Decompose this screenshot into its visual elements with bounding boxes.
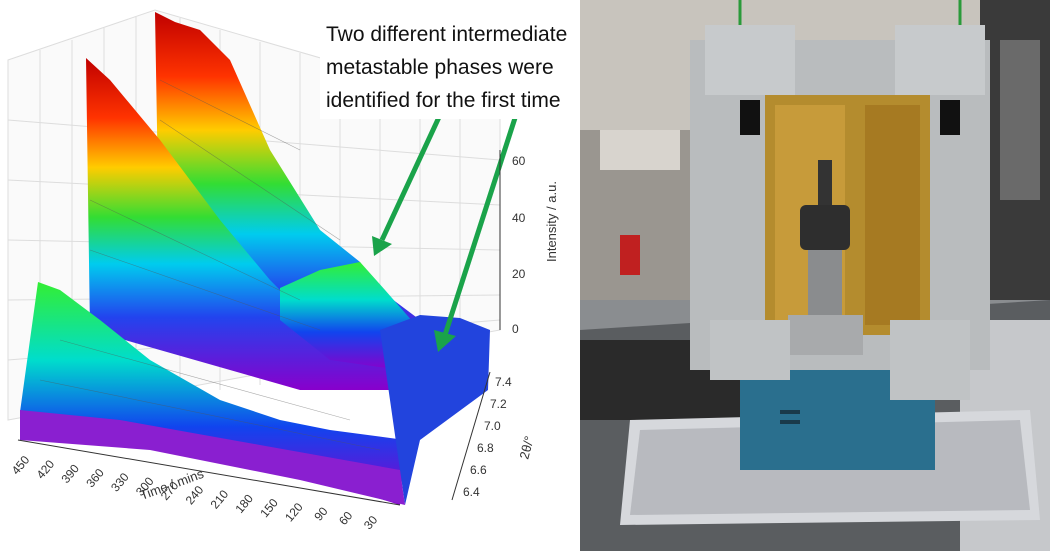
z-axis: 60 40 20 0 Intensity / a.u.: [499, 150, 559, 336]
caption-line: identified for the first time: [326, 89, 561, 112]
photo-svg: [580, 0, 1050, 551]
surface: [20, 12, 490, 505]
x-tick: 420: [34, 457, 58, 482]
y-axis-label: 2θ/°: [516, 434, 537, 460]
y-axis: 7.4 7.2 7.0 6.8 6.6 6.4 2θ/°: [451, 371, 537, 501]
y-tick: 7.0: [484, 419, 501, 433]
x-tick: 330: [108, 470, 132, 495]
x-tick: 60: [336, 508, 356, 527]
annotation-arrows: [372, 113, 518, 352]
y-tick: 7.4: [495, 375, 512, 389]
y-tick: 6.4: [463, 485, 480, 499]
x-tick: 120: [282, 500, 306, 525]
caption-line: Two different intermediate: [326, 23, 568, 46]
x-tick: 180: [232, 491, 256, 516]
z-tick: 0: [512, 322, 519, 336]
x-tick: 150: [257, 496, 281, 521]
x-tick: 450: [9, 453, 33, 478]
caption-line: metastable phases were: [326, 56, 554, 79]
x-tick: 90: [311, 504, 331, 523]
waterfall-plot: 60 40 20 0 Intensity / a.u. 7.4 7.2 7.0 …: [7, 9, 568, 533]
z-tick: 60: [512, 154, 526, 168]
x-tick: 390: [58, 461, 82, 486]
apparatus-photo: [580, 0, 1050, 551]
z-axis-label: Intensity / a.u.: [544, 181, 559, 262]
z-tick: 20: [512, 267, 526, 281]
y-tick: 6.6: [470, 463, 487, 477]
x-tick: 360: [83, 466, 107, 491]
x-tick: 30: [361, 513, 381, 532]
y-tick: 7.2: [490, 397, 507, 411]
x-tick: 210: [208, 487, 232, 512]
z-tick: 40: [512, 211, 526, 225]
y-tick: 6.8: [477, 441, 494, 455]
